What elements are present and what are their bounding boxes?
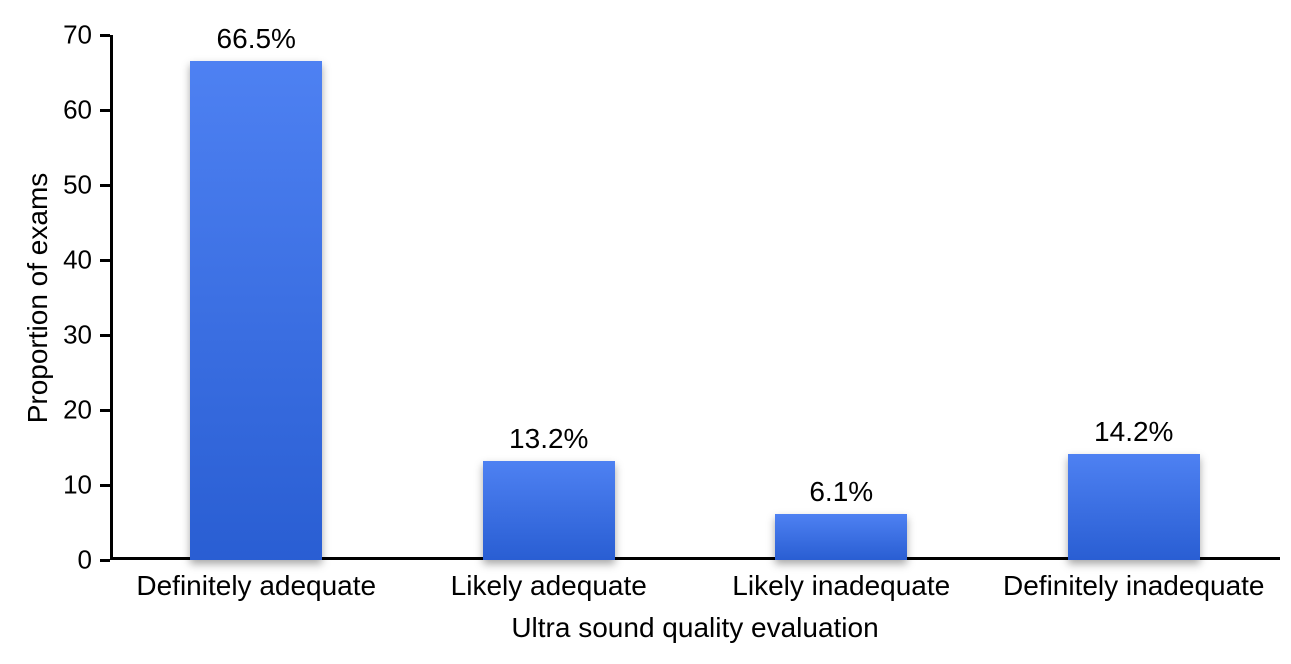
y-tick: [100, 409, 110, 412]
bar-value-label: 66.5%: [217, 23, 296, 55]
x-axis-title: Ultra sound quality evaluation: [511, 612, 878, 644]
y-tick-label: 60: [0, 95, 92, 126]
y-axis-line: [110, 35, 113, 560]
y-tick: [100, 559, 110, 562]
bar: [483, 461, 615, 560]
bar: [1068, 454, 1200, 561]
y-tick: [100, 34, 110, 37]
x-category-label: Definitely adequate: [136, 570, 376, 602]
x-category-label: Definitely inadequate: [1003, 570, 1265, 602]
y-axis-title: Proportion of exams: [22, 148, 54, 448]
bar-value-label: 14.2%: [1094, 416, 1173, 448]
y-tick-label: 10: [0, 470, 92, 501]
y-tick-label: 0: [0, 545, 92, 576]
bar-chart: 010203040506070Proportion of exams66.5%D…: [0, 0, 1291, 664]
x-category-label: Likely adequate: [451, 570, 647, 602]
y-tick: [100, 184, 110, 187]
bar: [775, 514, 907, 560]
x-category-label: Likely inadequate: [732, 570, 950, 602]
bar-value-label: 13.2%: [509, 423, 588, 455]
bar-value-label: 6.1%: [809, 476, 873, 508]
y-tick-label: 70: [0, 20, 92, 51]
y-tick: [100, 259, 110, 262]
y-tick: [100, 334, 110, 337]
y-tick: [100, 484, 110, 487]
y-tick: [100, 109, 110, 112]
bar: [190, 61, 322, 560]
